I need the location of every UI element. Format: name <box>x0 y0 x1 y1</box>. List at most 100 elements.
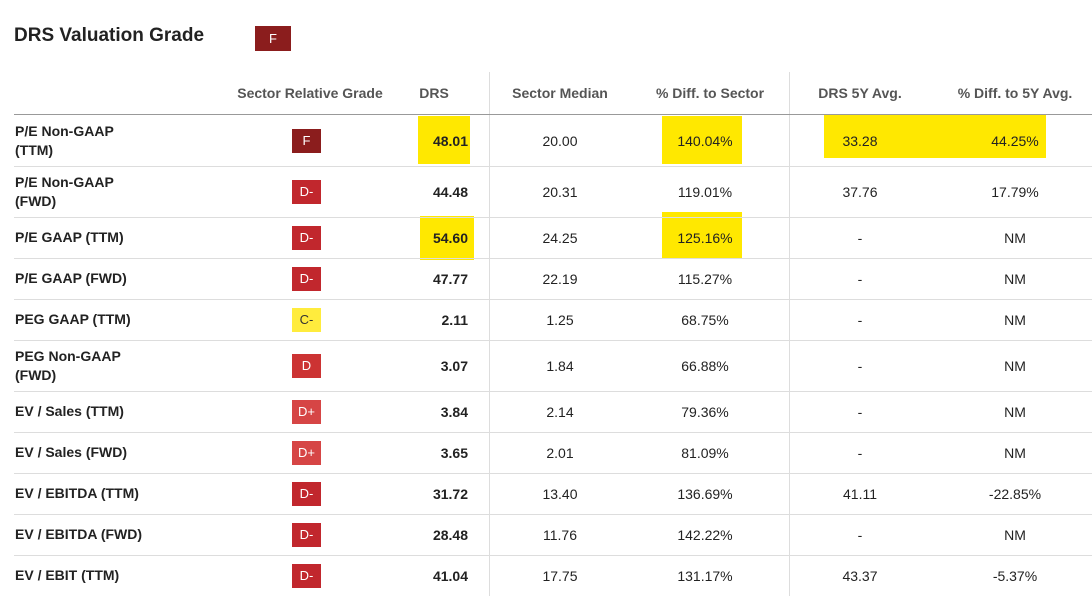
grade-badge: D- <box>292 266 321 291</box>
value-bold: 44.48 <box>432 183 468 200</box>
value-bold: 3.65 <box>440 444 468 461</box>
value: 142.22% <box>677 526 733 543</box>
highlight <box>420 216 474 260</box>
grade-badge: F <box>292 128 321 153</box>
column-header: Sector Median <box>512 85 608 101</box>
row-divider <box>14 340 1092 341</box>
highlight <box>662 212 742 258</box>
value: - <box>857 526 863 543</box>
value: -22.85% <box>988 485 1042 502</box>
column-divider <box>489 72 490 596</box>
metric-label: P/E Non-GAAP (FWD) <box>15 173 114 209</box>
value: - <box>857 229 863 246</box>
value: 66.88% <box>681 357 729 374</box>
value: 79.36% <box>681 403 729 420</box>
value: 1.25 <box>546 311 574 328</box>
row-divider <box>14 473 1092 474</box>
value: 81.09% <box>681 444 729 461</box>
value: 20.31 <box>542 183 578 200</box>
highlight <box>824 114 1046 158</box>
metric-label: EV / EBITDA (FWD) <box>15 526 143 542</box>
value: 17.79% <box>991 183 1039 200</box>
value: 131.17% <box>677 567 733 584</box>
value: 125.16% <box>677 229 733 246</box>
value: - <box>857 270 863 287</box>
value: -5.37% <box>992 567 1038 584</box>
metric-label: PEG GAAP (TTM) <box>15 311 131 327</box>
row-divider <box>14 514 1092 515</box>
value: 119.01% <box>677 183 733 200</box>
header-rule <box>14 114 1092 115</box>
grade-badge: D- <box>292 179 321 204</box>
metric-label: EV / EBITDA (TTM) <box>15 485 139 501</box>
metric-label: P/E GAAP (FWD) <box>15 270 127 286</box>
grade-badge: D- <box>292 522 321 547</box>
value: 17.75 <box>542 567 578 584</box>
value: 33.28 <box>842 132 878 149</box>
value: 41.11 <box>843 485 877 502</box>
metric-label: EV / Sales (TTM) <box>15 403 124 419</box>
value: 140.04% <box>677 132 733 149</box>
value-bold: 48.01 <box>432 132 468 149</box>
value: 11.76 <box>543 526 577 543</box>
metric-label: EV / EBIT (TTM) <box>15 567 120 583</box>
metric-label: EV / Sales (FWD) <box>15 444 128 460</box>
row-divider <box>14 391 1092 392</box>
row-divider <box>14 258 1092 259</box>
value: 44.25% <box>991 132 1039 149</box>
value: NM <box>1004 403 1026 420</box>
value: NM <box>1004 270 1026 287</box>
column-header: % Diff. to 5Y Avg. <box>957 85 1073 101</box>
value-bold: 41.04 <box>432 567 468 584</box>
column-header: DRS 5Y Avg. <box>818 85 902 101</box>
value: NM <box>1004 526 1026 543</box>
grade-badge: D- <box>292 225 321 250</box>
grade-badge: F <box>255 26 291 51</box>
metric-label: P/E GAAP (TTM) <box>15 229 124 245</box>
value: NM <box>1004 229 1026 246</box>
value: NM <box>1004 357 1026 374</box>
column-header: % Diff. to Sector <box>655 85 765 101</box>
row-divider <box>14 555 1092 556</box>
row-divider <box>14 299 1092 300</box>
value-bold: 3.07 <box>440 357 468 374</box>
highlight <box>418 116 470 164</box>
grade-badge: C- <box>292 307 321 332</box>
value-bold: 31.72 <box>432 485 468 502</box>
value: 136.69% <box>677 485 733 502</box>
metric-label: PEG Non-GAAP (FWD) <box>15 347 121 383</box>
value: 115.27% <box>677 270 733 287</box>
value: - <box>857 444 863 461</box>
value: - <box>857 403 863 420</box>
value: 1.84 <box>546 357 574 374</box>
value-bold: 47.77 <box>432 270 468 287</box>
grade-badge: D+ <box>292 440 321 465</box>
row-divider <box>14 166 1092 167</box>
value: 20.00 <box>542 132 578 149</box>
value: 22.19 <box>542 270 578 287</box>
value: 37.76 <box>842 183 878 200</box>
row-divider <box>14 217 1092 218</box>
value-bold: 3.84 <box>440 403 468 420</box>
column-header: DRS <box>419 85 449 101</box>
value: 24.25 <box>542 229 578 246</box>
column-divider <box>789 72 790 596</box>
metric-label: P/E Non-GAAP (TTM) <box>15 122 114 158</box>
grade-badge: D <box>292 353 321 378</box>
value: 43.37 <box>842 567 878 584</box>
grade-badge: D- <box>292 563 321 588</box>
value: 68.75% <box>681 311 729 328</box>
value: - <box>857 357 863 374</box>
value: NM <box>1004 311 1026 328</box>
value-bold: 28.48 <box>432 526 468 543</box>
highlight <box>662 116 742 164</box>
value-bold: 2.11 <box>441 311 468 328</box>
grade-badge: D- <box>292 481 321 506</box>
row-divider <box>14 432 1092 433</box>
column-header: Sector Relative Grade <box>237 85 383 101</box>
title: DRS Valuation Grade <box>14 25 205 46</box>
grade-badge: D+ <box>292 399 321 424</box>
value-bold: 54.60 <box>432 229 468 246</box>
value: 2.01 <box>546 444 574 461</box>
